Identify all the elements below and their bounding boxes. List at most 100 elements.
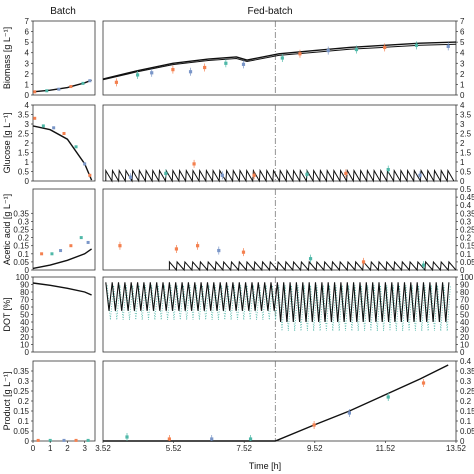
fed-data-point <box>135 73 140 77</box>
x-tick-label: 2 <box>65 444 70 453</box>
y-tick-label-right: 70 <box>460 296 469 305</box>
y-axis-label: Biomass [g L⁻¹] <box>2 27 12 89</box>
fed-dot-line <box>105 282 450 323</box>
y-tick-label-right: 3.5 <box>460 111 472 120</box>
batch-panel-frame <box>32 188 96 271</box>
batch-data-point <box>52 126 56 130</box>
fed-data-point <box>298 52 302 56</box>
fed-data-point <box>164 171 168 175</box>
y-tick-label-right: 0.2 <box>460 234 472 243</box>
y-tick-label-right: 0 <box>460 348 465 357</box>
y-tick-label: 0.2 <box>18 397 30 406</box>
fed-data-point <box>241 62 246 66</box>
fed-data-point <box>188 70 193 74</box>
y-tick-label: 0 <box>25 177 30 186</box>
y-tick-label: 3 <box>25 120 30 129</box>
y-tick-label: 0.05 <box>13 427 29 436</box>
y-tick-label-right: 0.15 <box>460 407 474 416</box>
fed-data-point <box>125 435 129 439</box>
batch-data-point <box>69 85 73 89</box>
batch-data-point <box>50 252 54 256</box>
batch-data-point <box>86 438 90 442</box>
y-tick-label-right: 0.3 <box>460 217 472 226</box>
y-tick-label-right: 0 <box>460 266 465 275</box>
fed-data-point <box>421 263 426 267</box>
fed-data-point <box>210 437 214 441</box>
fed-data-point <box>174 247 179 251</box>
y-tick-label-right: 3 <box>460 59 465 68</box>
fed-data-point <box>114 80 119 84</box>
batch-panel-frame <box>32 20 96 96</box>
batch-data-point <box>41 124 45 128</box>
fedbatch-panel-frame <box>102 188 457 271</box>
fed-dot-measured <box>106 285 451 332</box>
batch-data-point <box>40 252 44 256</box>
batch-data-point <box>74 438 78 442</box>
y-tick-label: 0.1 <box>18 250 30 259</box>
fed-data-point <box>421 381 426 385</box>
y-tick-label-right: 60 <box>460 303 469 312</box>
y-tick-label: 3.5 <box>18 111 30 120</box>
fed-data-point <box>128 175 133 179</box>
y-tick-label: 20 <box>20 333 29 342</box>
y-tick-label-right: 2 <box>460 139 465 148</box>
batch-model-line <box>32 125 93 181</box>
y-tick-label: 100 <box>16 273 30 282</box>
y-tick-label: 3 <box>25 59 30 68</box>
batch-data-point <box>33 90 37 94</box>
y-tick-label: 0.25 <box>13 387 29 396</box>
y-tick-label-right: 40 <box>460 318 469 327</box>
y-tick-label-right: 2.5 <box>460 130 472 139</box>
y-tick-label-right: 0 <box>460 437 465 446</box>
fed-data-point <box>344 171 348 175</box>
batch-data-point <box>33 116 37 120</box>
y-tick-label-right: 100 <box>460 273 474 282</box>
y-tick-label: 0.1 <box>18 417 30 426</box>
batch-data-point <box>74 145 78 149</box>
y-tick-label: 70 <box>20 296 29 305</box>
fed-data-point <box>118 244 122 248</box>
fed-sawtooth-line <box>168 260 457 272</box>
fed-data-point <box>308 257 313 261</box>
batch-model-line <box>32 282 92 296</box>
y-tick-label-right: 0.1 <box>460 250 472 259</box>
y-tick-label: 2 <box>25 139 30 148</box>
batch-data-point <box>57 87 61 91</box>
x-tick-label: 9.52 <box>307 444 323 453</box>
y-tick-label-right: 0.3 <box>460 377 472 386</box>
y-axis-label: Acetic acid [g L⁻¹] <box>2 194 12 265</box>
y-axis-label: DOT [%] <box>2 297 12 331</box>
batch-data-point <box>45 89 49 93</box>
fed-data-point <box>361 260 366 264</box>
fed-data-point <box>383 45 387 50</box>
y-tick-label: 80 <box>20 288 29 297</box>
y-tick-label-right: 0.05 <box>460 427 474 436</box>
fed-data-point <box>386 168 390 172</box>
y-tick-label-right: 0.05 <box>460 258 474 267</box>
fed-data-point <box>150 71 154 75</box>
y-tick-label: 1 <box>25 80 30 89</box>
batch-panel-frame <box>32 360 96 442</box>
y-tick-label-right: 0.1 <box>460 417 472 426</box>
batch-data-point <box>62 438 66 442</box>
fed-data-point <box>418 173 422 177</box>
fed-data-point <box>248 437 253 441</box>
fed-data-point <box>305 172 309 176</box>
fed-data-point <box>386 395 390 399</box>
fed-data-point <box>167 437 171 441</box>
batch-data-point <box>59 249 63 253</box>
y-tick-label-right: 0.5 <box>460 185 472 194</box>
y-tick-label: 0.35 <box>13 209 29 218</box>
y-tick-label-right: 4 <box>460 101 465 110</box>
y-tick-label: 4 <box>25 101 30 110</box>
y-tick-label: 90 <box>20 281 29 290</box>
y-tick-label-right: 0.4 <box>460 357 472 366</box>
fed-data-point <box>171 68 175 72</box>
fed-data-point <box>312 423 316 427</box>
y-tick-label-right: 10 <box>460 341 469 350</box>
x-tick-label: 3 <box>82 444 87 453</box>
batch-data-point <box>69 244 73 248</box>
batch-model-line <box>32 79 92 93</box>
y-tick-label-right: 80 <box>460 288 469 297</box>
fed-data-point <box>280 56 284 60</box>
